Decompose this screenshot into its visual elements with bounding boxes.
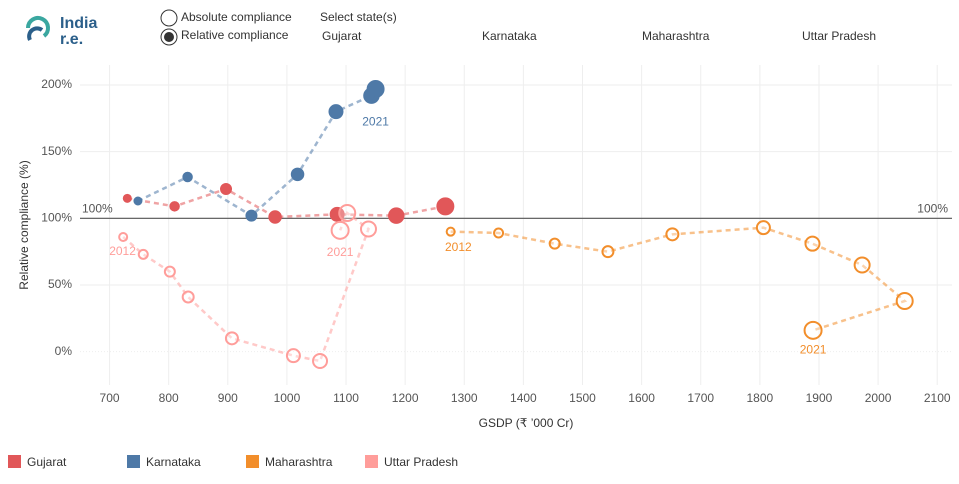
data-point[interactable] [601,245,615,259]
data-point[interactable] [163,265,176,278]
radio-button[interactable] [160,9,178,27]
legend-label[interactable]: Maharashtra [265,455,333,469]
x-tick-label: 700 [100,391,120,405]
x-tick-label: 900 [218,391,238,405]
data-point[interactable] [133,196,143,206]
data-point[interactable] [338,204,357,222]
data-point[interactable] [493,227,505,239]
data-point[interactable] [182,171,193,183]
data-point[interactable] [290,167,305,182]
data-point[interactable] [169,201,180,212]
data-point[interactable] [224,331,239,346]
logo-icon [27,26,44,41]
data-point[interactable] [268,210,282,224]
data-point[interactable] [122,193,132,203]
y-tick-label: 0% [55,344,73,358]
data-point[interactable] [895,292,914,310]
logo-text: India [60,15,97,32]
logo-text: r.e. [60,31,83,48]
y-tick-label: 50% [48,277,72,291]
data-point[interactable] [366,80,385,98]
x-tick-label: 1400 [510,391,537,405]
data-point[interactable] [359,220,377,238]
data-point[interactable] [804,235,821,252]
legend-label[interactable]: Karnataka [146,455,201,469]
data-point[interactable] [245,209,258,222]
data-point[interactable] [803,320,823,340]
legend-swatch[interactable] [8,455,21,468]
x-tick-label: 1600 [628,391,655,405]
x-tick-label: 1700 [687,391,714,405]
year-annotation: 2012 [445,240,472,254]
y-tick-label: 150% [41,144,72,158]
y-axis-label: Relative compliance (%) [17,160,31,289]
legend-label[interactable]: Uttar Pradesh [384,455,458,469]
x-tick-label: 800 [159,391,179,405]
year-annotation: 2021 [327,245,354,259]
year-annotation: 2021 [800,343,827,357]
data-point[interactable] [328,104,344,120]
data-point[interactable] [665,227,680,242]
legend-swatch[interactable] [365,455,378,468]
data-point[interactable] [548,237,561,250]
data-point[interactable] [755,220,771,236]
filter-label: Select state(s) [320,10,397,24]
data-point[interactable] [330,220,350,240]
y-tick-label: 200% [41,77,72,91]
y-tick-label: 100% [41,211,72,225]
radio-selected [164,32,174,42]
data-point[interactable] [388,207,405,224]
data-point[interactable] [312,353,329,369]
data-point[interactable] [118,232,129,242]
x-tick-label: 1900 [806,391,833,405]
state-option[interactable]: Karnataka [482,29,537,43]
x-tick-label: 1000 [274,391,301,405]
year-annotation: 2021 [362,115,389,129]
data-point[interactable] [853,256,871,274]
reference-label: 100% [917,202,948,216]
data-point[interactable] [137,248,149,260]
data-point[interactable] [436,197,455,216]
state-option[interactable]: Maharashtra [642,29,710,43]
data-point[interactable] [445,226,456,237]
x-tick-label: 1300 [451,391,478,405]
legend-swatch[interactable] [246,455,259,468]
state-option[interactable]: Uttar Pradesh [802,29,876,43]
logo: India r.e. [26,15,97,48]
x-tick-label: 1100 [333,391,359,405]
connector-line [122,211,370,363]
legend-swatch[interactable] [127,455,140,468]
data-point[interactable] [285,348,301,364]
x-tick-label: 2100 [924,391,951,405]
x-tick-label: 1800 [747,391,774,405]
data-point[interactable] [181,290,195,304]
data-point[interactable] [220,183,233,195]
state-option[interactable]: Gujarat [322,29,362,43]
connector-line [450,226,908,332]
radio-label[interactable]: Absolute compliance [181,10,292,24]
x-tick-label: 1200 [392,391,419,405]
radio-label[interactable]: Relative compliance [181,28,289,42]
reference-label: 100% [82,202,113,216]
legend-label[interactable]: Gujarat [27,455,67,469]
logo-icon [26,16,50,38]
x-tick-label: 1500 [569,391,596,405]
x-tick-label: 2000 [865,391,892,405]
x-axis-label: GSDP (₹ ’000 Cr) [479,416,574,430]
year-annotation: 2012 [109,244,136,258]
